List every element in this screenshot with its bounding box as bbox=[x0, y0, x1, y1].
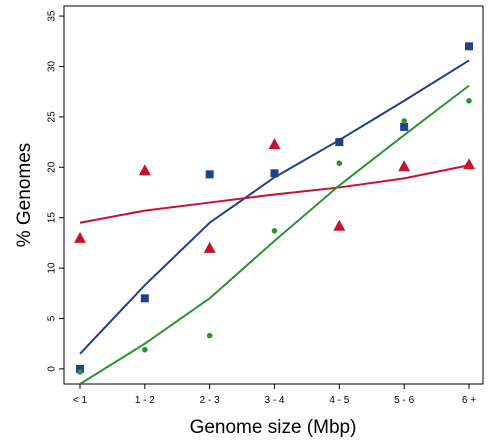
triangle-point bbox=[398, 160, 411, 172]
triangle-point bbox=[268, 138, 281, 150]
square-point bbox=[400, 122, 409, 131]
square-point bbox=[205, 170, 214, 179]
data-points bbox=[74, 42, 475, 375]
circle-point bbox=[401, 118, 407, 124]
square-point bbox=[335, 138, 344, 147]
x-tick-label: 2 - 3 bbox=[200, 395, 220, 406]
y-tick-label: 35 bbox=[47, 10, 58, 22]
circle-point bbox=[466, 97, 472, 104]
y-tick-label: 5 bbox=[47, 315, 58, 321]
y-axis: 0 5 10 15 20 25 30 35 bbox=[47, 10, 64, 372]
circle-point bbox=[336, 160, 343, 167]
x-axis: < 1 1 - 2 2 - 3 3 - 4 4 - 5 5 - 6 6 + bbox=[73, 384, 476, 406]
x-tick-label: 6 + bbox=[462, 395, 476, 406]
plot-frame bbox=[63, 5, 484, 385]
square-point bbox=[76, 364, 84, 373]
y-tick-label: 25 bbox=[47, 111, 58, 123]
triangle-point bbox=[333, 219, 346, 231]
triangle-point bbox=[74, 231, 86, 243]
circle-point bbox=[142, 346, 148, 353]
x-axis-title: Genome size (Mbp) bbox=[190, 417, 357, 438]
trend-lines bbox=[79, 59, 470, 384]
circle-point bbox=[271, 227, 278, 234]
triangle-point bbox=[138, 164, 151, 176]
x-tick-label: 4 - 5 bbox=[329, 395, 349, 406]
y-tick-label: 30 bbox=[47, 60, 58, 72]
y-axis-title: % Genomes bbox=[14, 143, 35, 248]
circle-point bbox=[77, 369, 83, 375]
trend-line-series-1 bbox=[79, 59, 470, 355]
x-tick-label: 1 - 2 bbox=[135, 395, 155, 406]
triangle-point bbox=[203, 241, 216, 253]
y-tick-label: 20 bbox=[47, 161, 58, 173]
square-point bbox=[270, 169, 279, 178]
circle-point bbox=[206, 332, 213, 339]
trend-line-series-3 bbox=[79, 84, 470, 384]
x-tick-label: < 1 bbox=[73, 395, 88, 406]
y-tick-label: 15 bbox=[47, 212, 58, 224]
y-tick-label: 0 bbox=[47, 366, 58, 372]
x-tick-label: 5 - 6 bbox=[394, 395, 414, 406]
square-point bbox=[465, 42, 473, 51]
square-point bbox=[140, 294, 149, 303]
trend-line-series-2 bbox=[79, 164, 470, 224]
triangle-point bbox=[463, 158, 475, 170]
x-tick-label: 3 - 4 bbox=[264, 395, 284, 406]
y-tick-label: 10 bbox=[47, 262, 58, 274]
